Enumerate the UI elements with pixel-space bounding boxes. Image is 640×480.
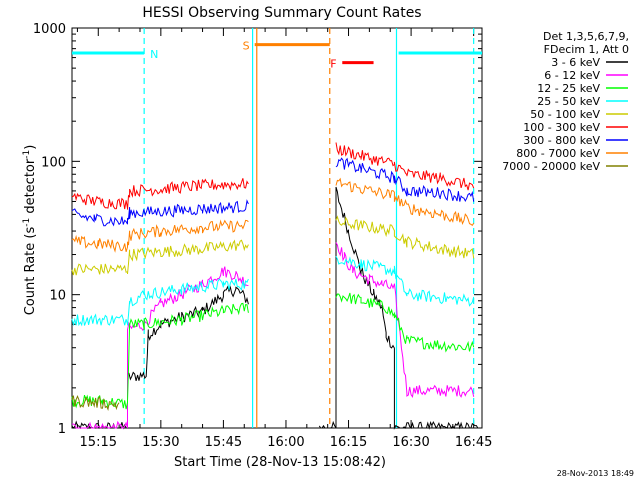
plot-frame: [71, 27, 483, 429]
legend: Det 1,3,5,6,7,9,FDecim 1, Att 03 - 6 keV…: [502, 30, 629, 173]
series-12-25-kev: [335, 292, 475, 353]
series-25-50-kev: [335, 255, 475, 307]
legend-header-line: Det 1,3,5,6,7,9,: [543, 30, 629, 43]
flag-label-F: F: [330, 58, 336, 71]
series-6-12-kev: [335, 242, 475, 398]
footer-timestamp: 28-Nov-2013 18:49: [557, 469, 634, 478]
series-300-800-kev: [71, 199, 249, 227]
legend-header-line: FDecim 1, Att 0: [544, 43, 629, 56]
x-axis-label: Start Time (28-Nov-13 15:08:42): [174, 455, 386, 470]
legend-entry-label: 300 - 800 keV: [523, 134, 600, 147]
flag-label-N: N: [150, 48, 158, 61]
axis-ticks: [72, 28, 482, 429]
y-tick-label: 100: [41, 155, 66, 170]
series-100-300-kev: [71, 178, 249, 210]
time-markers: [143, 28, 475, 428]
y-tick-label: 10: [49, 289, 66, 304]
y-tick-label: 1: [58, 422, 66, 437]
series-300-800-kev: [335, 157, 475, 202]
x-tick-label: 15:45: [205, 435, 242, 450]
x-tick-label: 16:00: [267, 435, 304, 450]
legend-entry-label: 12 - 25 keV: [537, 82, 600, 95]
y-axis-label: Count Rate (s-1 detector-1): [22, 145, 38, 316]
x-tick-labels: 15:15 15:30 15:45 16:00 16:15 16:30 16:45: [80, 435, 493, 450]
y-tick-label: 1000: [33, 22, 66, 37]
legend-entry-label: 25 - 50 keV: [537, 95, 600, 108]
series-25-50-kev: [71, 278, 249, 327]
legend-entry-label: 7000 - 20000 keV: [502, 160, 600, 173]
series-12-25-kev: [71, 302, 249, 410]
x-tick-label: 16:45: [455, 435, 492, 450]
legend-entry-label: 800 - 7000 keV: [516, 147, 600, 160]
series-3-6-kev: [71, 285, 249, 430]
legend-entry-label: 100 - 300 keV: [523, 121, 600, 134]
x-tick-label: 16:30: [392, 435, 429, 450]
series-800-7000-kev: [71, 219, 249, 253]
legend-entry-label: 6 - 12 keV: [544, 69, 600, 82]
series-6-12-kev: [71, 266, 249, 429]
legend-entry-label: 50 - 100 keV: [530, 108, 600, 121]
series-group: [71, 142, 479, 430]
y-tick-labels: 1 10 100 1000: [33, 22, 66, 437]
series-50-100-kev: [335, 215, 475, 259]
flag-bars: N S F: [72, 40, 482, 71]
series-100-300-kev: [335, 142, 475, 191]
legend-entry-label: 3 - 6 keV: [551, 56, 600, 69]
x-tick-label: 15:30: [142, 435, 179, 450]
x-tick-label: 15:15: [80, 435, 117, 450]
series-50-100-kev: [71, 239, 249, 276]
flag-label-S: S: [243, 40, 250, 53]
chart-title: HESSI Observing Summary Count Rates: [142, 5, 421, 21]
x-tick-label: 16:15: [330, 435, 367, 450]
series-7000-20000-kev: [71, 394, 120, 411]
series-3-6-kev: [318, 186, 479, 430]
series-800-7000-kev: [335, 177, 475, 227]
